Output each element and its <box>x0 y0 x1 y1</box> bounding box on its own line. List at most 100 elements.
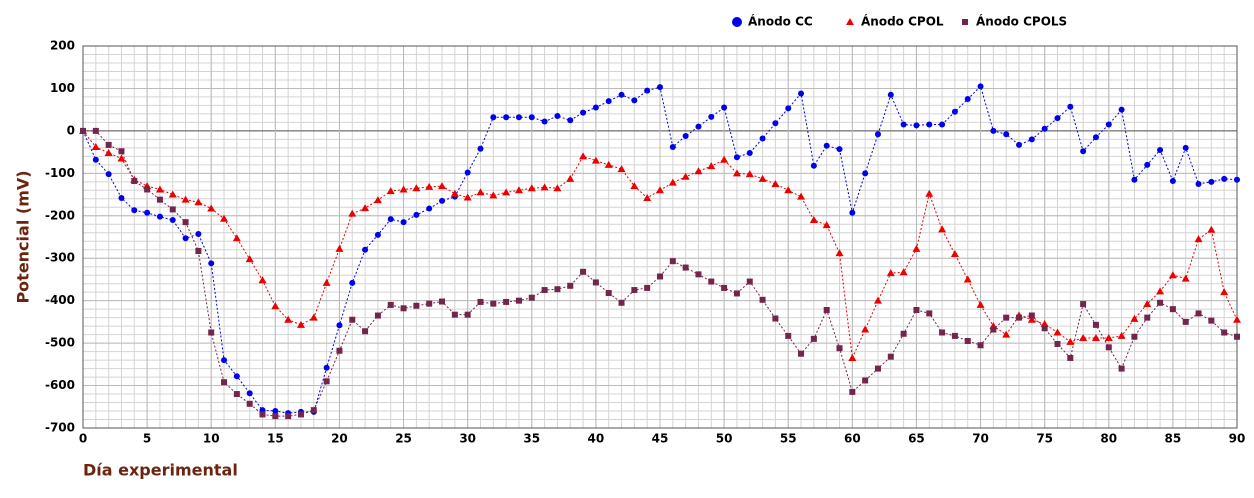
point <box>1117 331 1126 339</box>
point <box>362 328 369 335</box>
point <box>1194 235 1203 243</box>
point <box>926 310 933 317</box>
point <box>1066 337 1075 345</box>
point <box>567 282 574 289</box>
point <box>310 407 317 414</box>
y-tick-label: -400 <box>45 293 75 307</box>
point <box>208 329 215 336</box>
point <box>708 113 715 120</box>
point <box>156 213 163 220</box>
point <box>1092 321 1099 328</box>
point <box>887 353 894 360</box>
point <box>515 114 522 121</box>
point <box>1105 121 1112 128</box>
point <box>939 329 946 336</box>
point <box>540 183 549 191</box>
y-tick-label: 100 <box>50 81 75 95</box>
point <box>617 165 626 173</box>
point <box>592 104 599 111</box>
point <box>720 155 729 163</box>
point <box>271 302 280 310</box>
x-tick-label: 50 <box>716 432 733 446</box>
point <box>373 196 382 204</box>
point <box>874 365 881 372</box>
point <box>1079 334 1088 342</box>
point <box>823 307 830 314</box>
point <box>503 298 510 305</box>
point <box>682 132 689 139</box>
point <box>1130 314 1139 322</box>
point <box>1181 274 1190 282</box>
point <box>104 148 113 156</box>
point <box>630 182 639 190</box>
point <box>438 182 447 190</box>
point <box>1169 177 1176 184</box>
point <box>1208 317 1215 324</box>
legend-label: Ánodo CPOLS <box>976 14 1067 29</box>
point <box>374 312 381 319</box>
point <box>117 154 126 162</box>
point <box>528 114 535 121</box>
point <box>348 209 357 217</box>
point <box>221 379 228 386</box>
point <box>399 185 408 193</box>
point <box>657 84 663 91</box>
point <box>1220 288 1229 296</box>
point <box>695 271 702 278</box>
point <box>644 284 651 291</box>
point <box>1144 161 1151 168</box>
point <box>669 258 676 265</box>
point <box>938 225 947 233</box>
x-tick-label: 55 <box>780 432 797 446</box>
point <box>1080 301 1087 308</box>
point <box>873 296 882 304</box>
point <box>771 179 780 187</box>
point <box>463 193 472 201</box>
point <box>1182 144 1189 151</box>
point <box>349 279 356 286</box>
point <box>426 205 433 212</box>
point <box>1234 333 1240 340</box>
point <box>182 219 189 226</box>
point <box>284 315 293 323</box>
point <box>758 174 767 182</box>
point <box>1104 334 1113 342</box>
y-tick-label: -700 <box>45 421 75 435</box>
x-tick-label: 85 <box>1165 432 1182 446</box>
y-tick-label: -500 <box>45 336 75 350</box>
point <box>1234 176 1240 183</box>
point <box>1221 175 1228 182</box>
point <box>361 204 370 212</box>
y-axis-title: Potencial (mV) <box>14 170 33 303</box>
y-tick-label: -600 <box>45 378 75 392</box>
point <box>785 105 792 112</box>
x-tick-label: 5 <box>143 432 151 446</box>
point <box>386 187 395 195</box>
point <box>963 275 972 283</box>
x-tick-label: 45 <box>652 432 669 446</box>
point <box>349 316 356 323</box>
point <box>1233 315 1241 323</box>
point <box>912 244 921 252</box>
point <box>1067 103 1074 110</box>
x-tick-label: 0 <box>79 432 87 446</box>
point <box>207 204 216 212</box>
x-tick-label: 30 <box>459 432 476 446</box>
point <box>618 299 625 306</box>
point <box>682 264 689 271</box>
point <box>1195 180 1202 187</box>
point <box>1002 330 1011 338</box>
legend-label: Ánodo CC <box>748 14 813 29</box>
point <box>1028 136 1035 143</box>
point <box>950 249 959 257</box>
point <box>1067 354 1074 361</box>
point <box>849 388 856 395</box>
point <box>285 413 292 420</box>
point <box>144 209 151 216</box>
x-tick-label: 20 <box>331 432 348 446</box>
point <box>387 301 394 308</box>
point <box>798 350 805 357</box>
x-tick-label: 10 <box>203 432 220 446</box>
point <box>631 97 638 104</box>
point <box>592 279 599 286</box>
